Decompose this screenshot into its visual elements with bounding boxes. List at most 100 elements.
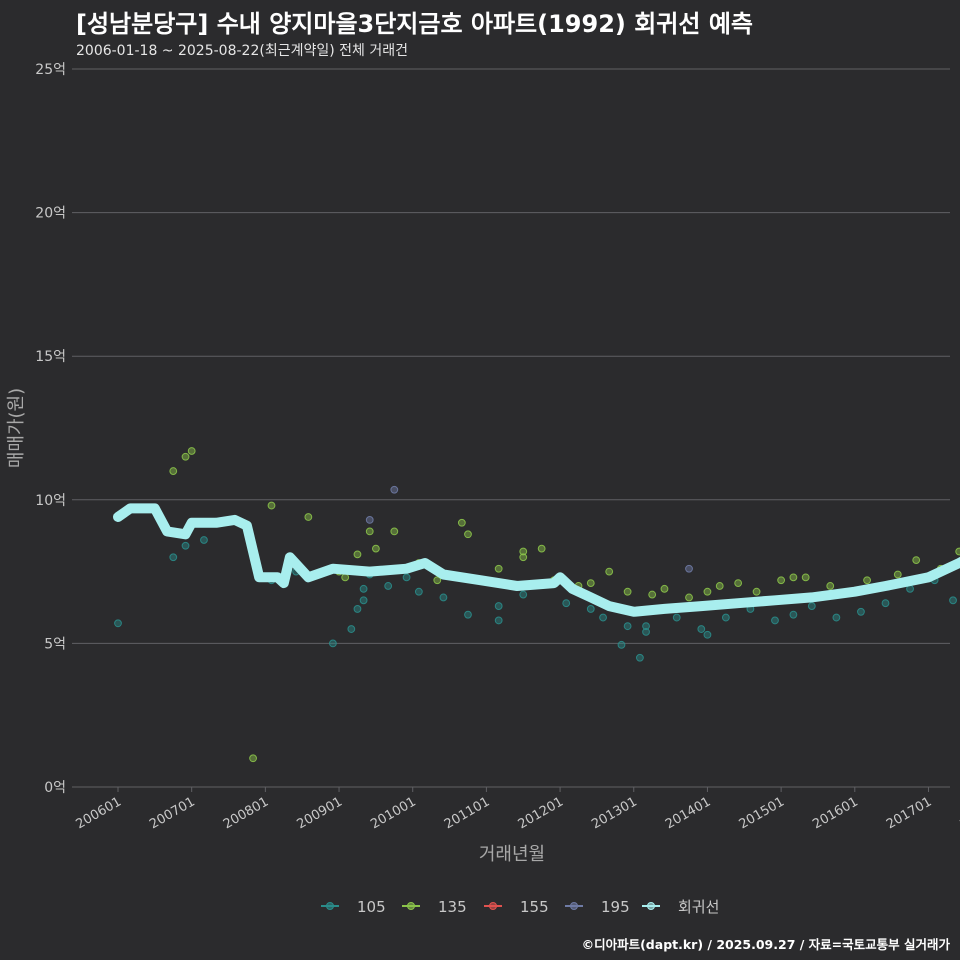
data-point-195 — [390, 485, 399, 494]
legend-swatch-dot — [326, 902, 334, 910]
data-point-105 — [789, 610, 798, 619]
data-point-135 — [752, 587, 761, 596]
data-point-105 — [636, 653, 644, 662]
data-point-105 — [169, 553, 178, 562]
data-point-105 — [623, 622, 632, 631]
x-tick-label: 201001 — [368, 794, 418, 832]
x-axis-ticks: 200601 200701 200801 200901 201001 201101 2012… — [74, 787, 960, 832]
data-point-135 — [267, 501, 276, 510]
x-tick-label: 200701 — [147, 794, 197, 832]
scatter-points — [114, 447, 960, 763]
data-point-135 — [371, 544, 380, 553]
chart-title: [성남분당구] 수내 양지마을3단지금호 아파트(1992) 회귀선 예측 — [76, 10, 753, 38]
data-point-135 — [464, 530, 472, 539]
data-point-105 — [494, 602, 503, 610]
data-point-105 — [359, 596, 368, 605]
data-point-105 — [439, 593, 448, 602]
data-point-105 — [703, 630, 712, 639]
data-point-105 — [599, 613, 607, 622]
data-point-135 — [353, 550, 362, 559]
data-point-135 — [605, 567, 614, 576]
data-point-105 — [359, 584, 368, 593]
data-point-105 — [200, 536, 208, 544]
y-axis-ticks: 0억 5억 10억 15억 20억 25억 — [35, 62, 66, 796]
data-point-105 — [402, 573, 411, 582]
data-point-135 — [623, 587, 632, 596]
data-point-105 — [642, 622, 650, 631]
legend-label: 회귀선 — [678, 898, 719, 916]
data-point-135 — [433, 576, 442, 585]
data-point-105 — [347, 625, 356, 633]
legend-label: 155 — [520, 898, 549, 916]
data-point-135 — [457, 518, 466, 527]
data-point-105 — [642, 628, 650, 636]
data-point-135 — [365, 527, 374, 536]
data-point-195 — [685, 564, 693, 573]
data-point-135 — [955, 547, 960, 556]
data-point-105 — [586, 605, 595, 613]
data-point-105 — [697, 625, 706, 633]
data-point-135 — [390, 527, 399, 536]
legend-swatch-dot — [570, 902, 578, 910]
data-point-105 — [807, 602, 816, 610]
data-point-135 — [494, 564, 503, 573]
data-point-135 — [519, 547, 528, 556]
data-point-135 — [801, 573, 810, 582]
x-tick-label: 201701 — [884, 794, 934, 832]
data-point-195 — [365, 516, 374, 524]
grid-layer — [72, 68, 950, 788]
data-point-135 — [893, 570, 902, 579]
data-point-105 — [464, 610, 472, 619]
data-point-105 — [857, 607, 865, 616]
data-point-105 — [384, 582, 393, 590]
legend-swatch-dot — [407, 902, 415, 910]
y-axis-label: 매매가(원) — [6, 388, 27, 468]
x-tick-label: 201201 — [516, 794, 566, 832]
legend-label: 105 — [357, 898, 386, 916]
data-point-105 — [329, 639, 337, 648]
data-point-135 — [912, 556, 921, 565]
legend-label: 135 — [438, 898, 467, 916]
y-tick-label: 0억 — [44, 780, 66, 796]
data-point-135 — [187, 447, 196, 455]
data-point-135 — [181, 452, 190, 461]
legend-swatch-dot — [647, 902, 655, 910]
data-point-105 — [562, 599, 571, 608]
data-point-105 — [617, 640, 626, 649]
data-point-135 — [715, 582, 724, 590]
y-tick-label: 15억 — [35, 349, 66, 365]
data-point-135 — [826, 582, 835, 590]
data-point-135 — [703, 587, 712, 596]
data-point-105 — [494, 616, 503, 625]
x-tick-label: 200901 — [295, 794, 345, 832]
regression-layer — [113, 503, 960, 617]
y-tick-label: 5억 — [44, 636, 66, 652]
chart-subtitle: 2006-01-18 ~ 2025-08-22(최근계약일) 전체 거래건 — [76, 43, 408, 59]
data-point-105 — [114, 619, 122, 628]
legend-swatch-dot — [489, 902, 497, 910]
data-point-105 — [181, 541, 190, 550]
data-point-135 — [789, 573, 798, 582]
data-point-105 — [519, 590, 528, 599]
data-point-105 — [353, 605, 362, 613]
data-point-135 — [863, 576, 871, 585]
data-point-135 — [304, 513, 313, 521]
data-point-135 — [777, 576, 786, 585]
data-point-135 — [660, 584, 669, 593]
credit-text: ©디아파트(dapt.kr) / 2025.09.27 / 자료=국토교통부 실… — [581, 937, 950, 952]
data-point-105 — [672, 613, 681, 622]
data-point-105 — [832, 613, 841, 622]
data-point-135 — [537, 544, 546, 553]
y-tick-label: 25억 — [35, 62, 66, 78]
legend: 105 135 155 195 회귀선 — [321, 898, 719, 916]
x-tick-label: 201101 — [442, 794, 492, 832]
data-point-105 — [414, 587, 423, 596]
data-point-105 — [949, 596, 957, 605]
data-point-135 — [249, 754, 257, 763]
data-point-135 — [519, 553, 528, 562]
x-axis-label: 거래년월 — [479, 844, 545, 865]
data-point-105 — [771, 616, 779, 625]
data-point-135 — [586, 579, 595, 587]
x-tick-label: 200801 — [221, 794, 271, 832]
